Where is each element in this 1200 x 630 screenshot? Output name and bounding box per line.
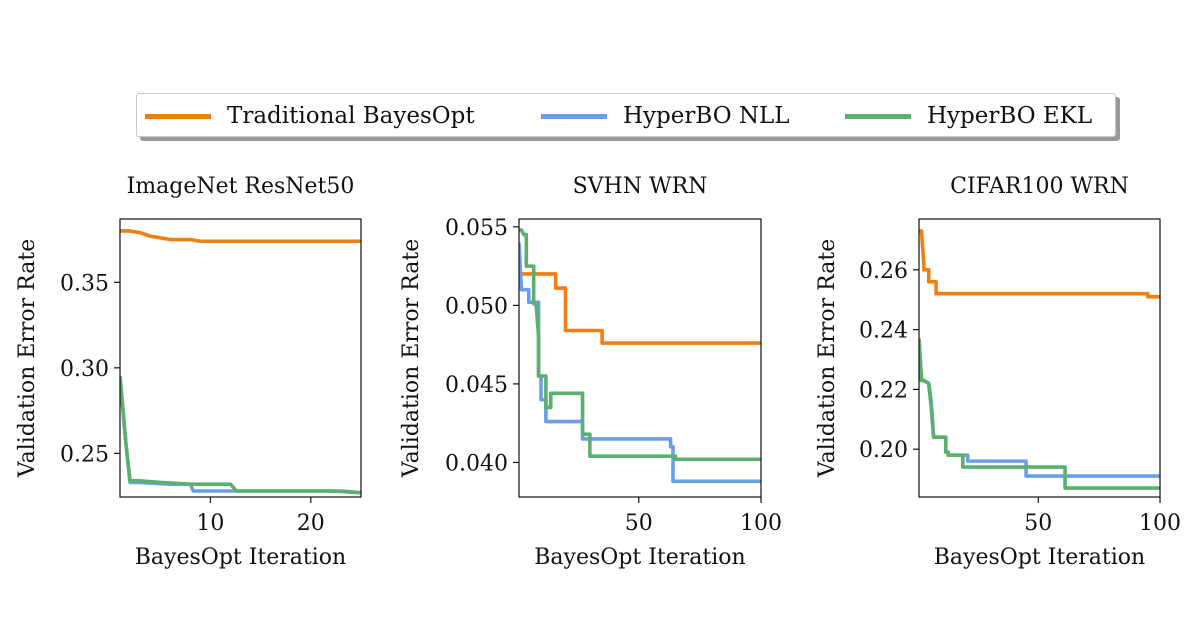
x-tick-label: 20 [297, 511, 325, 536]
y-tick-label: 0.040 [445, 451, 508, 476]
y-tick-label: 0.20 [859, 438, 908, 463]
y-axis-label: Validation Error Rate [15, 239, 40, 478]
y-tick-label: 0.26 [859, 259, 908, 284]
series-line-hyperbo-nll [519, 242, 761, 484]
x-axis-label: BayesOpt Iteration [534, 545, 745, 570]
x-tick-label: 100 [740, 511, 782, 536]
legend-item-hyperbo-ekl: HyperBO EKL [845, 94, 1092, 138]
series-line-traditional-bayesopt [919, 229, 1160, 299]
legend-label-hyperbo-nll: HyperBO NLL [623, 103, 790, 129]
legend-swatch-hyperbo-nll [541, 113, 607, 119]
legend-swatch-hyperbo-ekl [845, 113, 911, 119]
y-axis-label: Validation Error Rate [815, 239, 840, 478]
y-tick-label: 0.045 [445, 373, 508, 398]
legend-label-hyperbo-ekl: HyperBO EKL [927, 103, 1093, 129]
series-line-traditional-bayesopt [519, 272, 761, 345]
x-tick-label: 100 [1139, 511, 1181, 536]
axes-frame [918, 218, 1161, 498]
y-tick-label: 0.22 [859, 378, 908, 403]
y-tick-label: 0.050 [445, 294, 508, 319]
axes-frame [518, 218, 762, 498]
y-axis-label: Validation Error Rate [399, 239, 424, 478]
series-line-hyperbo-ekl [519, 228, 761, 462]
series-line-hyperbo-ekl [919, 338, 1160, 490]
chart-title: CIFAR100 WRN [950, 174, 1129, 199]
y-tick-label: 0.30 [60, 357, 109, 382]
chart-panel-cifar100-wrn: 50 100 0.20 0.22 0.24 0.26 CIFAR100 WRN BayesOp… [815, 174, 1181, 570]
x-tick-label: 10 [196, 511, 224, 536]
y-tick-label: 0.24 [859, 319, 908, 344]
legend: Traditional BayesOpt HyperBO NLL HyperBO… [136, 93, 1116, 137]
legend-item-traditional-bayesopt: Traditional BayesOpt [145, 94, 475, 138]
y-tick-label: 0.25 [60, 442, 109, 467]
x-axis-label: BayesOpt Iteration [135, 545, 346, 570]
chart-panel-imagenet-resnet50: 10 20 0.25 0.30 0.35 ImageNet ResNet50 BayesOp… [15, 174, 362, 570]
series-line-traditional-bayesopt [120, 229, 361, 244]
chart-title: ImageNet ResNet50 [127, 174, 355, 199]
legend-item-hyperbo-nll: HyperBO NLL [541, 94, 790, 138]
legend-swatch-traditional-bayesopt [145, 113, 211, 119]
axes-frame [119, 218, 362, 498]
series-line-hyperbo-nll [120, 376, 361, 495]
series-line-hyperbo-ekl [120, 376, 361, 495]
chart-panel-svhn-wrn: 50 100 0.040 0.045 0.050 0.055 SVHN WRN BayesOp… [399, 174, 782, 570]
y-tick-label: 0.35 [60, 271, 109, 296]
chart-title: SVHN WRN [573, 174, 708, 199]
y-tick-label: 0.055 [445, 216, 508, 241]
x-tick-label: 50 [625, 511, 653, 536]
x-axis-label: BayesOpt Iteration [934, 545, 1145, 570]
legend-label-traditional-bayesopt: Traditional BayesOpt [227, 103, 475, 129]
x-tick-label: 50 [1024, 511, 1052, 536]
